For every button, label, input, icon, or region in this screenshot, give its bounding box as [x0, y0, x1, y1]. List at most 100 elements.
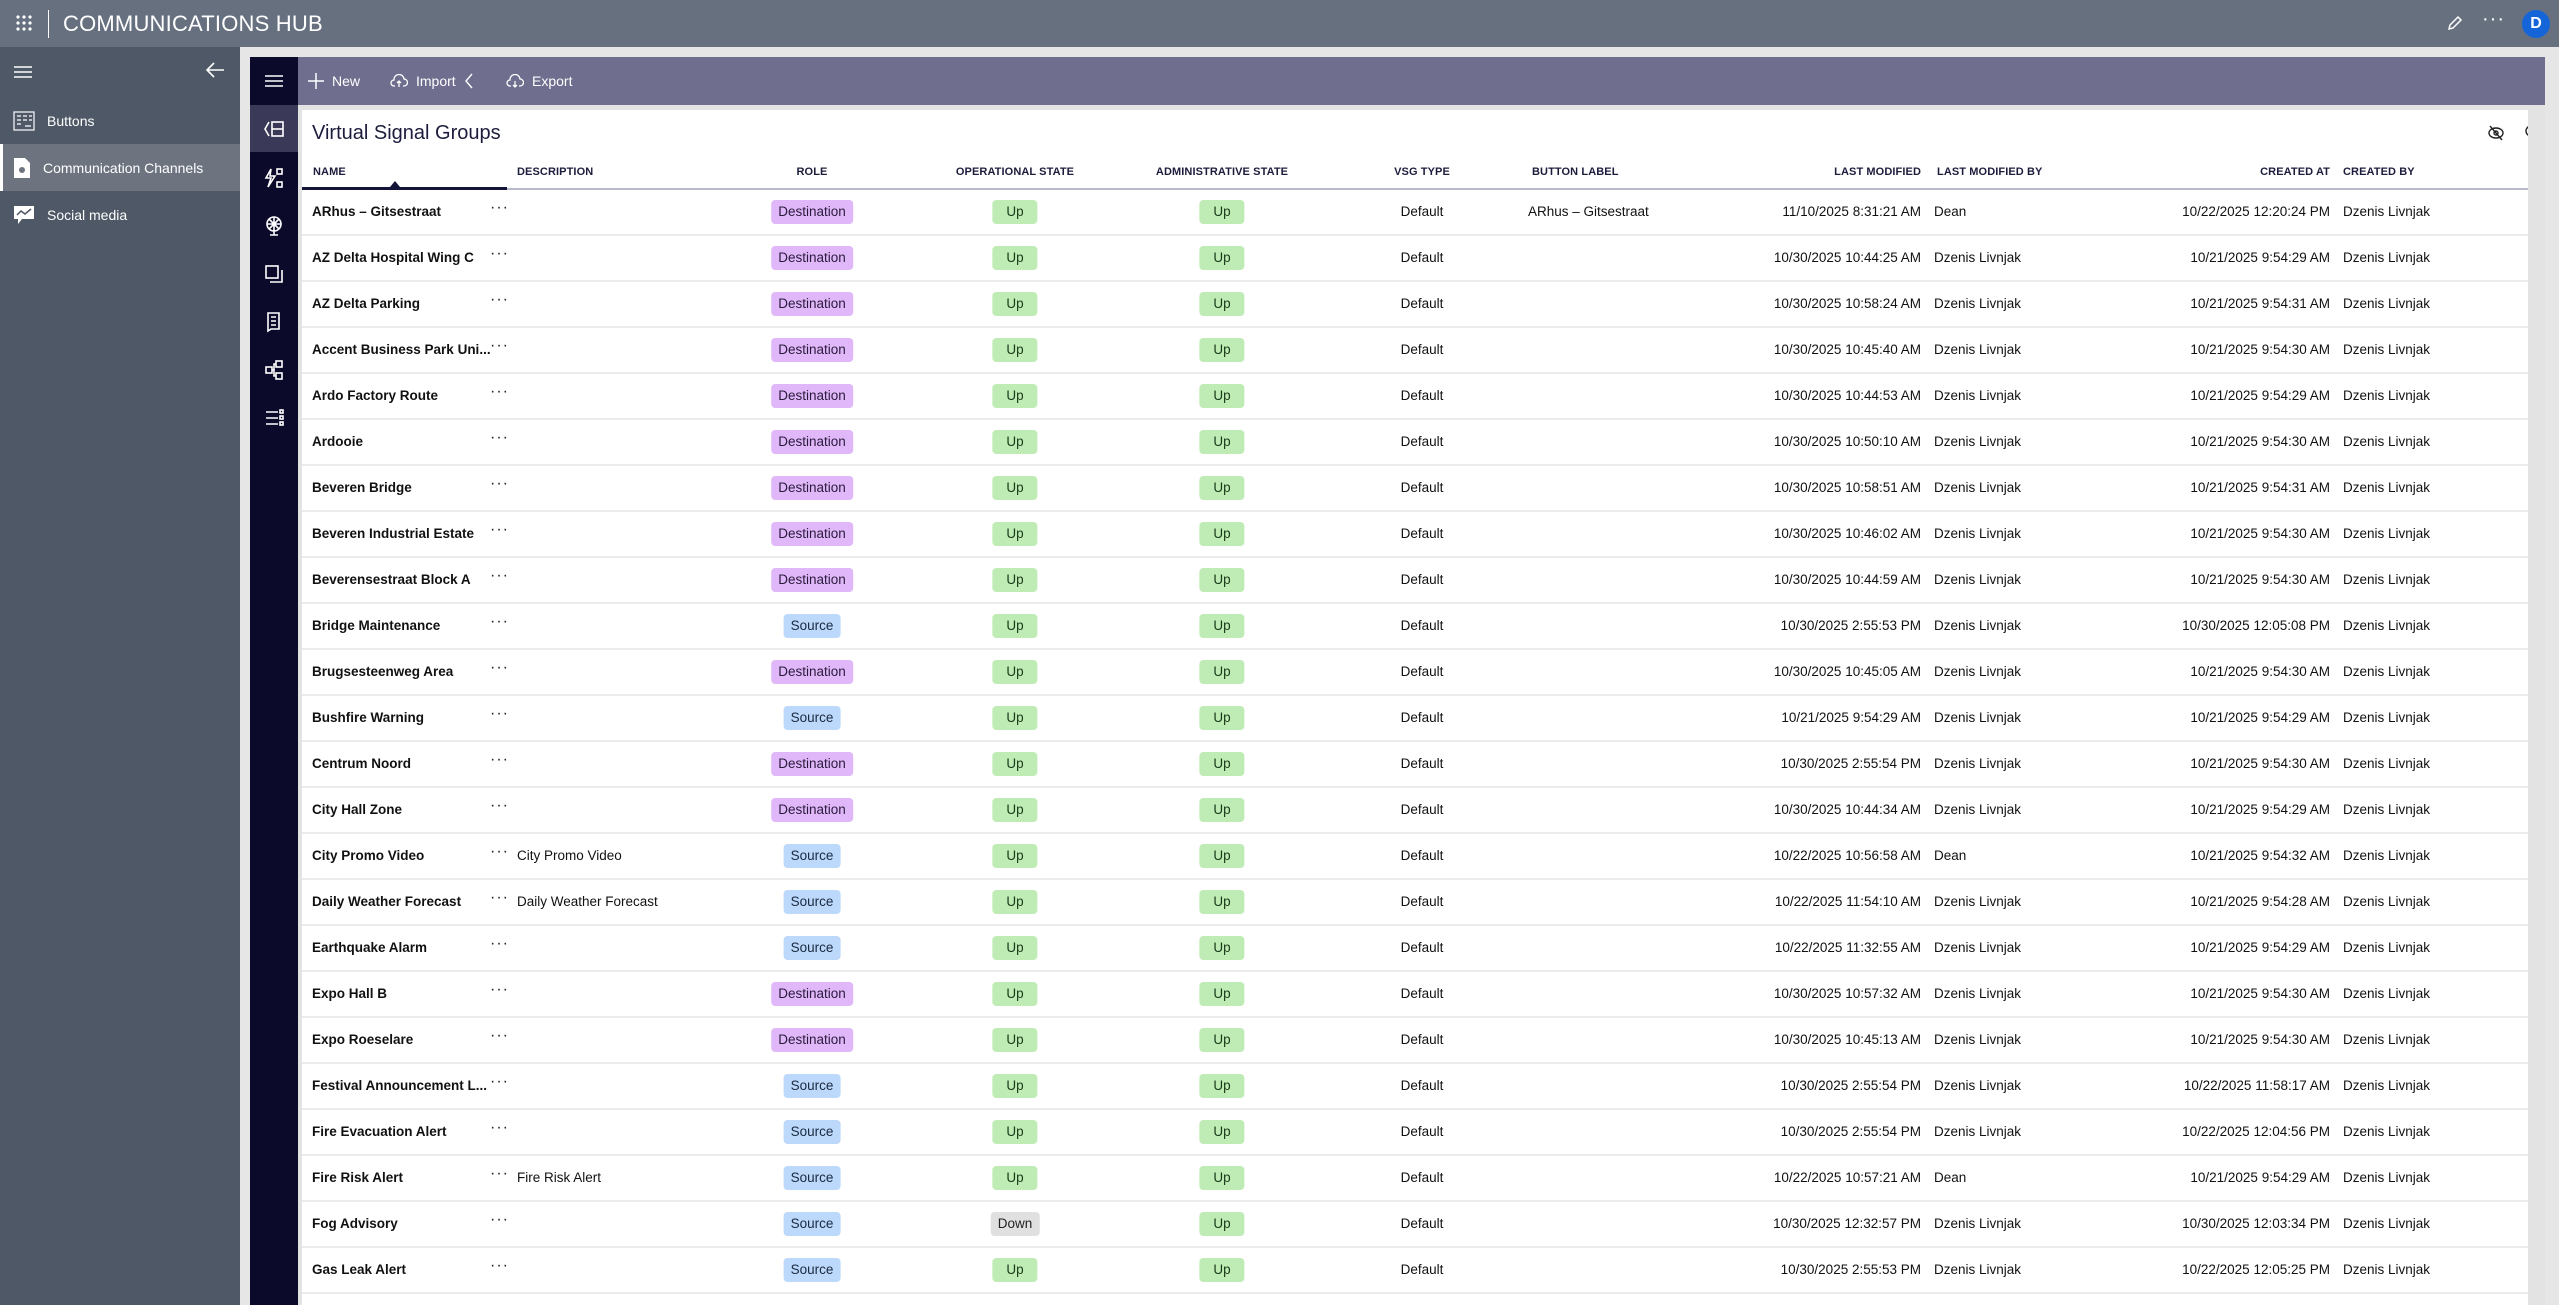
rail-scroll[interactable]: [250, 298, 298, 345]
column-header-last-modified[interactable]: LAST MODIFIED: [1834, 166, 1921, 178]
row-name-link[interactable]: AZ Delta Hospital Wing C: [312, 250, 474, 265]
row-actions-icon[interactable]: ···: [490, 1211, 509, 1228]
table-row[interactable]: Beverensestraat Block A ··· Destination Up U…: [302, 558, 2528, 604]
table-row[interactable]: Earthquake Alarm ··· Source Up Up Default 10/2…: [302, 926, 2528, 972]
row-name-link[interactable]: City Hall Zone: [312, 802, 403, 817]
table-row[interactable]: Gas Leak Alert ··· Source Up Up Default 10/30/…: [302, 1248, 2528, 1294]
row-actions-icon[interactable]: ···: [490, 567, 509, 584]
rail-list-settings[interactable]: [250, 394, 298, 441]
collapse-arrow-icon[interactable]: [205, 61, 225, 79]
row-actions-icon[interactable]: ···: [490, 1073, 509, 1090]
table-row[interactable]: Brugsesteenweg Area ··· Destination Up Up Def…: [302, 650, 2528, 696]
edit-icon[interactable]: [2446, 14, 2464, 32]
column-header-vsg-type[interactable]: VSG TYPE: [1394, 166, 1450, 178]
row-name-link[interactable]: Bridge Maintenance: [312, 618, 441, 633]
row-actions-icon[interactable]: ···: [490, 245, 509, 262]
row-actions-icon[interactable]: ···: [490, 889, 509, 906]
new-button[interactable]: New: [308, 57, 360, 105]
table-row[interactable]: Ardo Factory Route ··· Destination Up Up Defa…: [302, 374, 2528, 420]
row-actions-icon[interactable]: ···: [490, 429, 509, 446]
row-name-link[interactable]: Daily Weather Forecast: [312, 894, 462, 909]
table-row[interactable]: AZ Delta Parking ··· Destination Up Up Defaul…: [302, 282, 2528, 328]
row-name-link[interactable]: Centrum Noord: [312, 756, 411, 771]
row-actions-icon[interactable]: ···: [490, 935, 509, 952]
sidebar-item-social-media[interactable]: Social media: [0, 191, 240, 238]
table-row[interactable]: Ardooie ··· Destination Up Up Default 10/30/20…: [302, 420, 2528, 466]
row-name-link[interactable]: Beveren Bridge: [312, 480, 412, 495]
row-actions-icon[interactable]: ···: [490, 705, 509, 722]
table-row[interactable]: Fog Advisory ··· Source Down Up Default 10/30/…: [302, 1202, 2528, 1248]
row-actions-icon[interactable]: ···: [490, 199, 509, 216]
row-actions-icon[interactable]: ···: [490, 659, 509, 676]
avatar[interactable]: D: [2522, 10, 2550, 38]
row-actions-icon[interactable]: ···: [490, 797, 509, 814]
row-name-link[interactable]: Beverensestraat Block A: [312, 572, 471, 587]
table-row[interactable]: Accent Business Park Uni... ··· Destinatio…: [302, 328, 2528, 374]
hamburger-icon[interactable]: [14, 65, 32, 79]
row-actions-icon[interactable]: ···: [490, 981, 509, 998]
row-name-link[interactable]: AZ Delta Parking: [312, 296, 421, 311]
row-name-link[interactable]: Bushfire Warning: [312, 710, 425, 725]
scrollbar[interactable]: [2530, 117, 2542, 1305]
sidebar-item-buttons[interactable]: Buttons: [0, 97, 240, 144]
row-name-link[interactable]: Earthquake Alarm: [312, 940, 428, 955]
table-row[interactable]: ARhus – Gitsestraat ··· Destination Up Up Def…: [302, 190, 2528, 236]
search-icon[interactable]: [2524, 124, 2528, 142]
row-actions-icon[interactable]: ···: [490, 613, 509, 630]
table-row[interactable]: Beveren Industrial Estate ··· Destination U…: [302, 512, 2528, 558]
rail-screens[interactable]: [250, 250, 298, 297]
row-name-link[interactable]: Fog Advisory: [312, 1216, 398, 1231]
table-row[interactable]: Beveren Bridge ··· Destination Up Up Default 1…: [302, 466, 2528, 512]
row-name-link[interactable]: Beveren Industrial Estate: [312, 526, 475, 541]
row-actions-icon[interactable]: ···: [490, 843, 509, 860]
column-header-created-by[interactable]: CREATED BY: [2343, 166, 2415, 178]
row-name-link[interactable]: City Promo Video: [312, 848, 425, 863]
table-row[interactable]: Festival Announcement L... ··· Source Up Up D…: [302, 1064, 2528, 1110]
row-name-link[interactable]: Fire Evacuation Alert: [312, 1124, 447, 1139]
column-header-operational-state[interactable]: OPERATIONAL STATE: [955, 166, 1075, 178]
row-name-link[interactable]: Ardooie: [312, 434, 364, 449]
app-launcher-icon[interactable]: [14, 13, 34, 33]
table-row[interactable]: Expo Roeselare ··· Destination Up Up Default 1…: [302, 1018, 2528, 1064]
rail-menu-button[interactable]: [250, 57, 298, 104]
rail-triggers[interactable]: [250, 154, 298, 201]
table-row[interactable]: Daily Weather Forecast ··· Daily Weather F…: [302, 880, 2528, 926]
import-button[interactable]: Import: [390, 57, 474, 105]
row-name-link[interactable]: Fire Risk Alert: [312, 1170, 404, 1185]
row-name-link[interactable]: ARhus – Gitsestraat: [312, 204, 442, 219]
table-row[interactable]: Bridge Maintenance ··· Source Up Up Default 10…: [302, 604, 2528, 650]
row-actions-icon[interactable]: ···: [490, 383, 509, 400]
row-name-link[interactable]: Accent Business Park Uni...: [312, 342, 491, 357]
export-button[interactable]: Export: [506, 57, 572, 105]
row-name-link[interactable]: Festival Announcement L...: [312, 1078, 488, 1093]
row-actions-icon[interactable]: ···: [490, 521, 509, 538]
column-header-created-at[interactable]: CREATED AT: [2260, 166, 2330, 178]
column-header-name[interactable]: NAME: [313, 166, 346, 178]
rail-flow[interactable]: [250, 346, 298, 393]
column-header-role[interactable]: ROLE: [796, 166, 828, 178]
column-header-last-modified-by[interactable]: LAST MODIFIED BY: [1937, 166, 2043, 178]
row-actions-icon[interactable]: ···: [490, 475, 509, 492]
table-row[interactable]: Bushfire Warning ··· Source Up Up Default 10/2…: [302, 696, 2528, 742]
rail-globe[interactable]: [250, 202, 298, 249]
column-header-description[interactable]: DESCRIPTION: [517, 166, 594, 178]
table-row[interactable]: Centrum Noord ··· Destination Up Up Default 10…: [302, 742, 2528, 788]
sidebar-item-communication-channels[interactable]: Communication Channels: [0, 144, 240, 191]
row-actions-icon[interactable]: ···: [490, 1257, 509, 1274]
row-name-link[interactable]: Ardo Factory Route: [312, 388, 439, 403]
column-header-button-label[interactable]: BUTTON LABEL: [1532, 166, 1619, 178]
row-name-link[interactable]: Expo Roeselare: [312, 1032, 414, 1047]
row-name-link[interactable]: Expo Hall B: [312, 986, 388, 1001]
row-actions-icon[interactable]: ···: [490, 1119, 509, 1136]
row-name-link[interactable]: Brugsesteenweg Area: [312, 664, 454, 679]
table-row[interactable]: AZ Delta Hospital Wing C ··· Destination Up…: [302, 236, 2528, 282]
column-header-administrative-state[interactable]: ADMINISTRATIVE STATE: [1155, 166, 1289, 178]
table-row[interactable]: Fire Evacuation Alert ··· Source Up Up Defaul…: [302, 1110, 2528, 1156]
row-actions-icon[interactable]: ···: [490, 291, 509, 308]
row-actions-icon[interactable]: ···: [490, 1027, 509, 1044]
table-row[interactable]: Fire Risk Alert ··· Fire Risk Alert Source U…: [302, 1156, 2528, 1202]
rail-virtual-signal-groups[interactable]: [250, 105, 298, 152]
row-actions-icon[interactable]: ···: [490, 1165, 509, 1182]
table-row[interactable]: City Promo Video ··· City Promo Video Sourc…: [302, 834, 2528, 880]
row-actions-icon[interactable]: ···: [490, 337, 509, 354]
